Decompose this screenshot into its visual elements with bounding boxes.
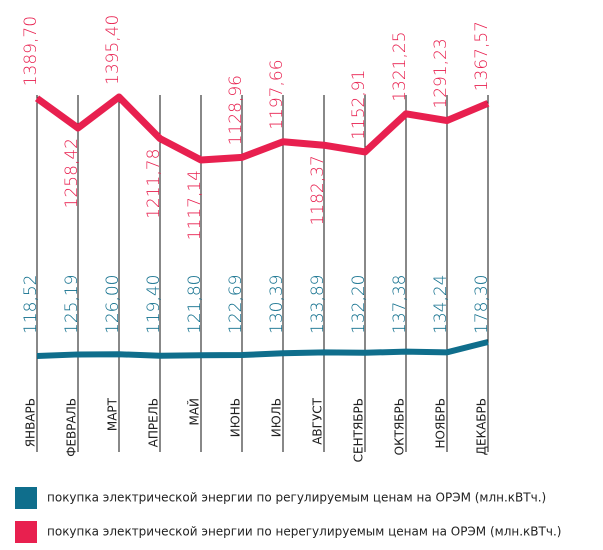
- x-tick-label: ИЮЛЬ: [270, 398, 284, 437]
- series-line: [34, 93, 490, 164]
- value-label: 125,19: [62, 275, 82, 334]
- x-tick-label: НОЯБРЬ: [434, 398, 448, 449]
- value-label: 1389,70: [21, 16, 41, 86]
- legend-label: покупка электрической энергии по регулир…: [47, 491, 546, 505]
- value-label: 137,38: [390, 275, 410, 334]
- value-label: 134,24: [431, 275, 451, 334]
- value-label: 1182,37: [308, 155, 328, 225]
- value-label: 1197,66: [267, 59, 287, 129]
- value-label: 130,39: [267, 275, 287, 334]
- value-label: 178,30: [472, 275, 492, 334]
- value-label: 1152,91: [349, 70, 369, 140]
- x-tick-label: ЯНВАРЬ: [24, 398, 38, 447]
- legend-swatch: [15, 521, 37, 543]
- value-label: 1291,23: [431, 38, 451, 108]
- x-tick-label: АВГУСТ: [311, 397, 325, 444]
- value-label: 121,80: [185, 275, 205, 334]
- legend-label: покупка электрической энергии по нерегул…: [47, 525, 561, 539]
- value-label: 1128,96: [226, 75, 246, 145]
- value-label: 1258,42: [62, 138, 82, 208]
- value-label: 119,40: [144, 275, 164, 334]
- x-tick-label: ОКТЯБРЬ: [393, 398, 407, 455]
- x-tick-label: АПРЕЛЬ: [147, 398, 161, 447]
- value-label: 133,89: [308, 275, 328, 334]
- value-label: 126,00: [103, 275, 123, 334]
- x-tick-label: ДЕКАБРЬ: [475, 398, 489, 455]
- x-tick-label: ИЮНЬ: [229, 398, 243, 437]
- value-label: 122,69: [226, 275, 246, 334]
- value-label: 118,52: [21, 275, 41, 334]
- legend-swatch: [15, 487, 37, 509]
- x-tick-label: СЕНТЯБРЬ: [352, 398, 366, 462]
- series-line: [36, 339, 489, 359]
- value-label: 1211,78: [144, 149, 164, 219]
- value-label: 132,20: [349, 275, 369, 334]
- value-label: 1321,25: [390, 31, 410, 101]
- x-tick-label: ФЕВРАЛЬ: [65, 398, 79, 457]
- value-label: 1117,14: [185, 170, 205, 240]
- x-tick-label: МАРТ: [106, 397, 120, 431]
- x-tick-label: МАЙ: [187, 398, 202, 426]
- value-label: 1367,57: [472, 21, 492, 91]
- value-label: 1395,40: [103, 15, 123, 85]
